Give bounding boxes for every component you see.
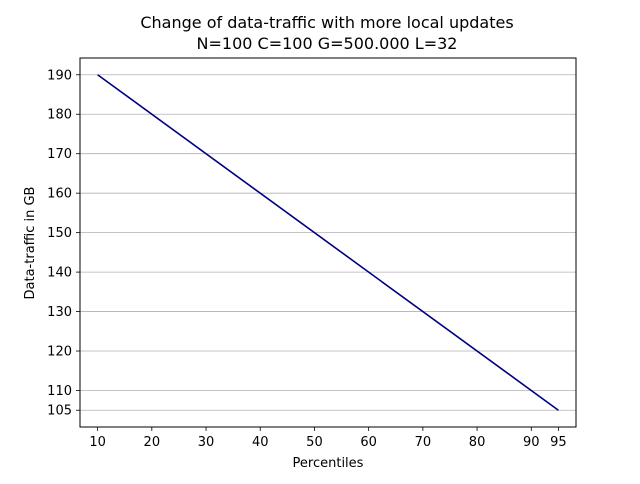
x-tick-label: 50 <box>306 435 323 450</box>
y-axis: 105 110 120 130 140 150 160 170 180 190 <box>47 68 80 419</box>
y-axis-label: Data-traffic in GB <box>23 187 38 300</box>
y-tick-label: 130 <box>47 305 72 320</box>
y-tick-label: 110 <box>47 384 72 399</box>
x-tick-label: 20 <box>144 435 161 450</box>
y-tick-label: 170 <box>47 147 72 162</box>
series-line <box>97 74 559 411</box>
y-tick-label: 120 <box>47 345 72 360</box>
x-tick-label: 10 <box>89 435 106 450</box>
y-tick-label: 140 <box>47 266 72 281</box>
series-layer <box>97 74 559 411</box>
x-tick-label: 60 <box>360 435 377 450</box>
x-axis-label: Percentiles <box>293 456 364 471</box>
y-tick-label: 150 <box>47 226 72 241</box>
gridlines <box>80 74 576 411</box>
chart-title: Change of data-traffic with more local u… <box>140 13 513 32</box>
y-tick-label: 180 <box>47 108 72 123</box>
x-tick-label: 95 <box>550 435 567 450</box>
chart-subtitle: N=100 C=100 G=500.000 L=32 <box>197 34 458 53</box>
y-tick-label: 105 <box>47 404 72 419</box>
x-tick-label: 70 <box>415 435 432 450</box>
x-tick-label: 90 <box>523 435 540 450</box>
y-tick-label: 190 <box>47 68 72 83</box>
plot-frame <box>79 57 577 428</box>
y-tick-label: 160 <box>47 187 72 202</box>
x-tick-label: 40 <box>252 435 269 450</box>
x-tick-label: 30 <box>198 435 215 450</box>
x-axis: 10 20 30 40 50 60 70 80 90 95 <box>89 427 567 450</box>
x-tick-label: 80 <box>469 435 486 450</box>
